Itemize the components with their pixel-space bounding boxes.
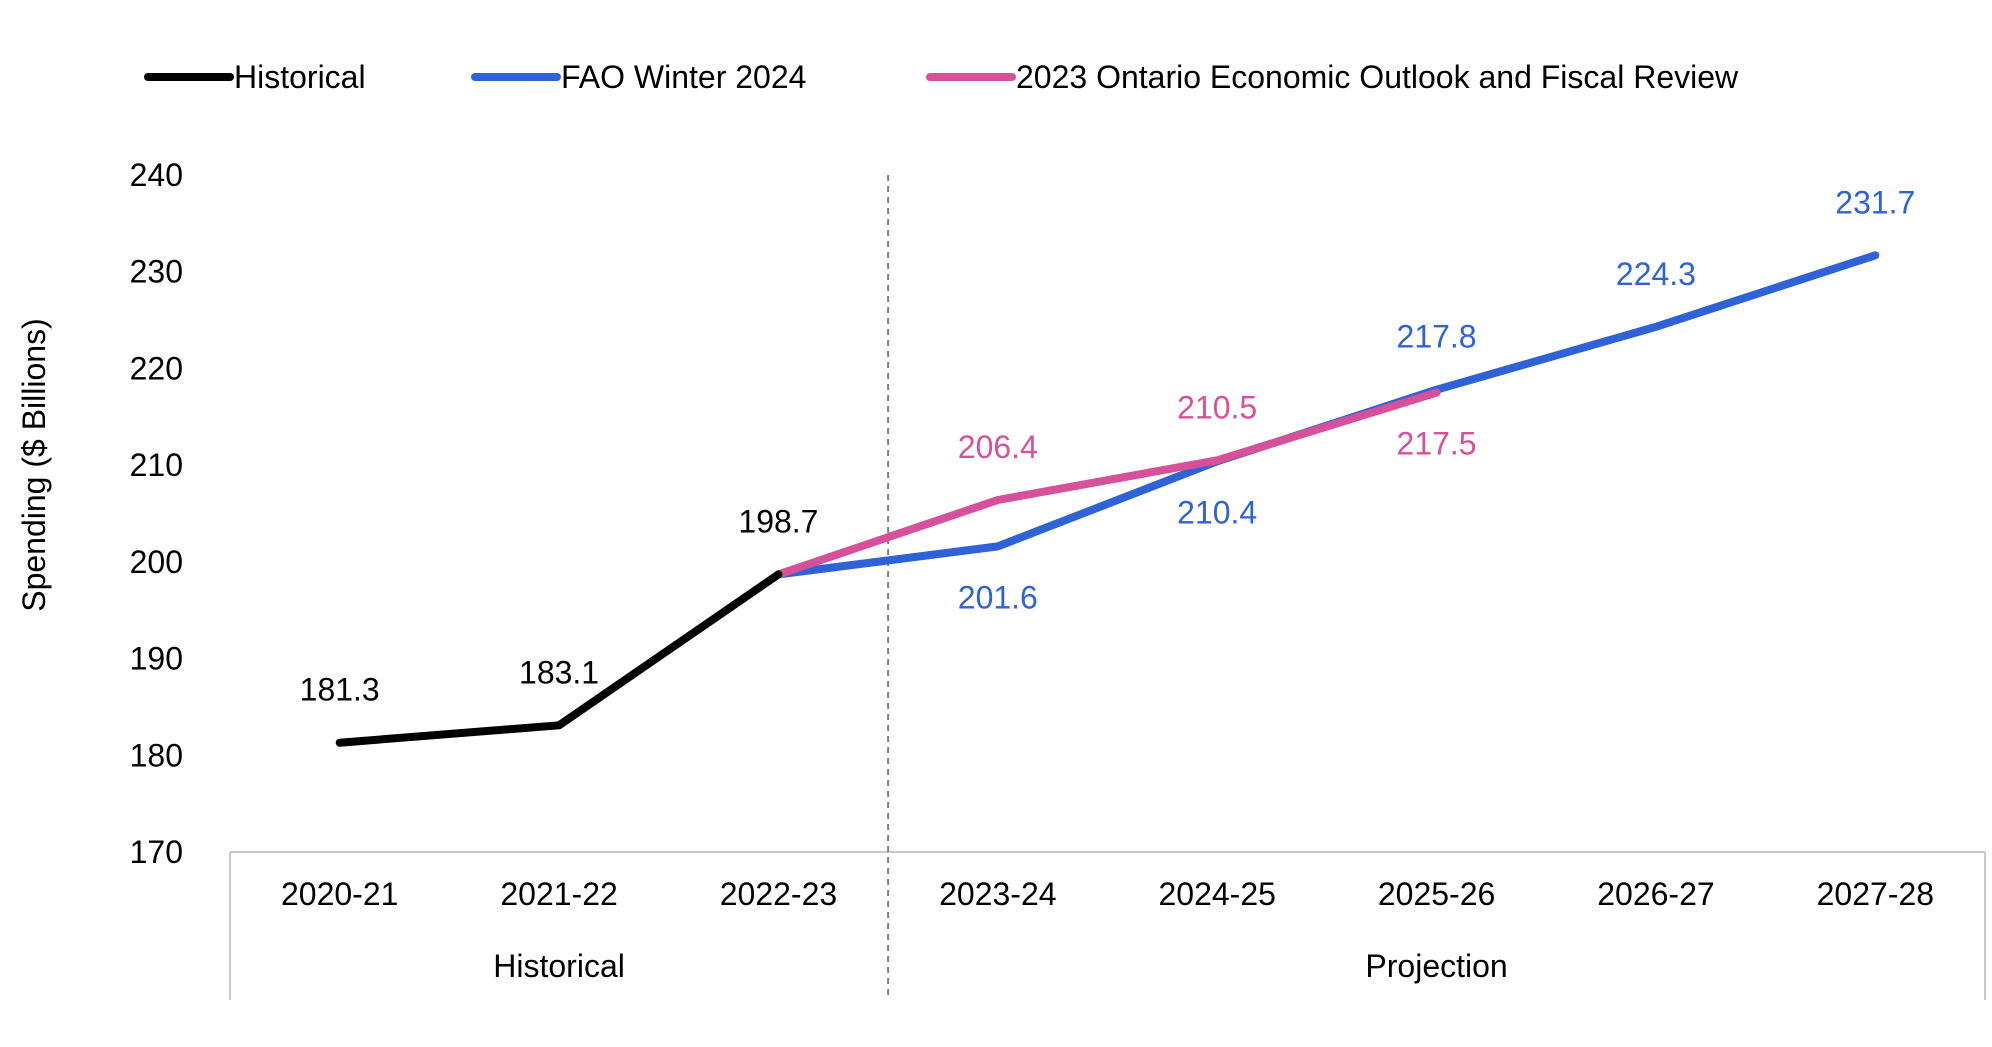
y-tick-label: 210 [130, 447, 183, 483]
x-tick-label: 2022-23 [720, 876, 837, 912]
x-tick-label: 2024-25 [1158, 876, 1275, 912]
y-axis: 170 180 190 200 210 220 230 240 [130, 157, 183, 870]
legend: Historical FAO Winter 2024 2023 Ontario Ec… [144, 59, 1739, 95]
x-tick-label: 2023-24 [939, 876, 1056, 912]
data-label: 198.7 [738, 503, 818, 539]
x-tick-label: 2027-28 [1817, 876, 1934, 912]
x-tick-label: 2026-27 [1597, 876, 1714, 912]
x-tick-label: 2020-21 [281, 876, 398, 912]
y-tick-label: 220 [130, 350, 183, 386]
data-label: 210.4 [1177, 494, 1257, 530]
x-tick-label: 2025-26 [1378, 876, 1495, 912]
x-axis: 2020-21 2021-22 2022-23 2023-24 2024-25 2025-… [229, 851, 1986, 1000]
data-label: 217.8 [1397, 319, 1477, 355]
series-line [774, 388, 1441, 579]
data-label: 224.3 [1616, 256, 1696, 292]
series-lines [335, 251, 1880, 747]
x-group-label: Historical [493, 948, 625, 984]
y-tick-label: 190 [130, 641, 183, 677]
data-label: 183.1 [519, 654, 599, 690]
y-tick-label: 170 [130, 834, 183, 870]
y-tick-label: 240 [130, 157, 183, 193]
data-label: 206.4 [958, 429, 1038, 465]
data-label: 181.3 [300, 672, 380, 708]
data-label: 201.6 [958, 579, 1038, 615]
y-tick-label: 230 [130, 254, 183, 290]
legend-label: 2023 Ontario Economic Outlook and Fiscal… [1016, 59, 1739, 95]
data-label: 210.5 [1177, 389, 1257, 425]
data-labels: 181.3 183.1 198.7 201.6 210.4 217.8 224.3 231.7… [300, 184, 1916, 707]
data-label: 217.5 [1397, 426, 1477, 462]
x-tick-label: 2021-22 [500, 876, 617, 912]
series-line [774, 251, 1880, 579]
data-label: 231.7 [1835, 184, 1915, 220]
legend-label: Historical [234, 59, 366, 95]
legend-label: FAO Winter 2024 [561, 59, 806, 95]
y-axis-title: Spending ($ Billions) [16, 318, 52, 612]
x-group-label: Projection [1365, 948, 1507, 984]
y-tick-label: 200 [130, 544, 183, 580]
series-line [335, 570, 783, 747]
y-tick-label: 180 [130, 737, 183, 773]
